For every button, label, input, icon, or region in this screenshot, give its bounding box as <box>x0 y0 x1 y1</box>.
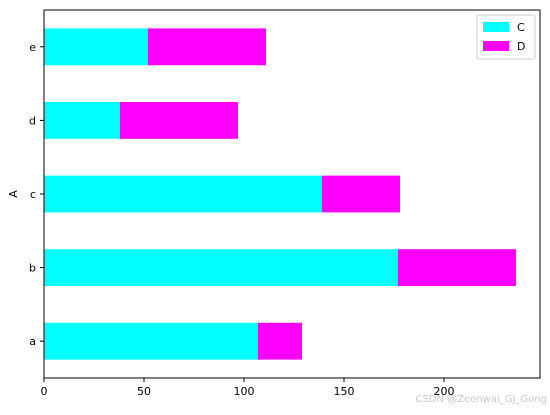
bar-d-C <box>44 102 120 139</box>
bar-c-C <box>44 175 322 213</box>
y-axis-ticks: a b c d e <box>29 41 44 348</box>
y-tick-label: d <box>29 114 36 127</box>
legend-swatch-D <box>483 41 509 51</box>
legend-swatch-C <box>483 22 509 32</box>
y-tick-label: e <box>29 41 36 54</box>
legend: CD <box>476 14 536 60</box>
x-tick-label: 50 <box>137 385 151 398</box>
bar-e-D <box>148 28 266 66</box>
x-axis-ticks: 0 50 100 150 200 <box>41 378 455 398</box>
x-tick-label: 200 <box>434 385 455 398</box>
bars-layer <box>44 28 516 360</box>
watermark-text: CSDN @Zeonwai_GJ_Gong <box>416 394 547 405</box>
legend-box <box>476 14 536 60</box>
x-tick-label: 150 <box>334 385 355 398</box>
bar-d-D <box>120 102 238 139</box>
bar-e-C <box>44 28 148 66</box>
bar-c-D <box>322 175 400 213</box>
x-tick-label: 100 <box>234 385 255 398</box>
bar-b-D <box>398 249 516 286</box>
y-tick-label: a <box>29 335 36 348</box>
legend-label-C: C <box>517 21 525 34</box>
x-tick-label: 0 <box>41 385 48 398</box>
bar-a-D <box>258 322 302 360</box>
bar-a-C <box>44 322 258 360</box>
y-tick-label: c <box>30 188 36 201</box>
y-tick-label: b <box>29 262 36 275</box>
y-axis-title: A <box>7 190 20 198</box>
bar-b-C <box>44 249 398 286</box>
legend-label-D: D <box>517 40 525 53</box>
